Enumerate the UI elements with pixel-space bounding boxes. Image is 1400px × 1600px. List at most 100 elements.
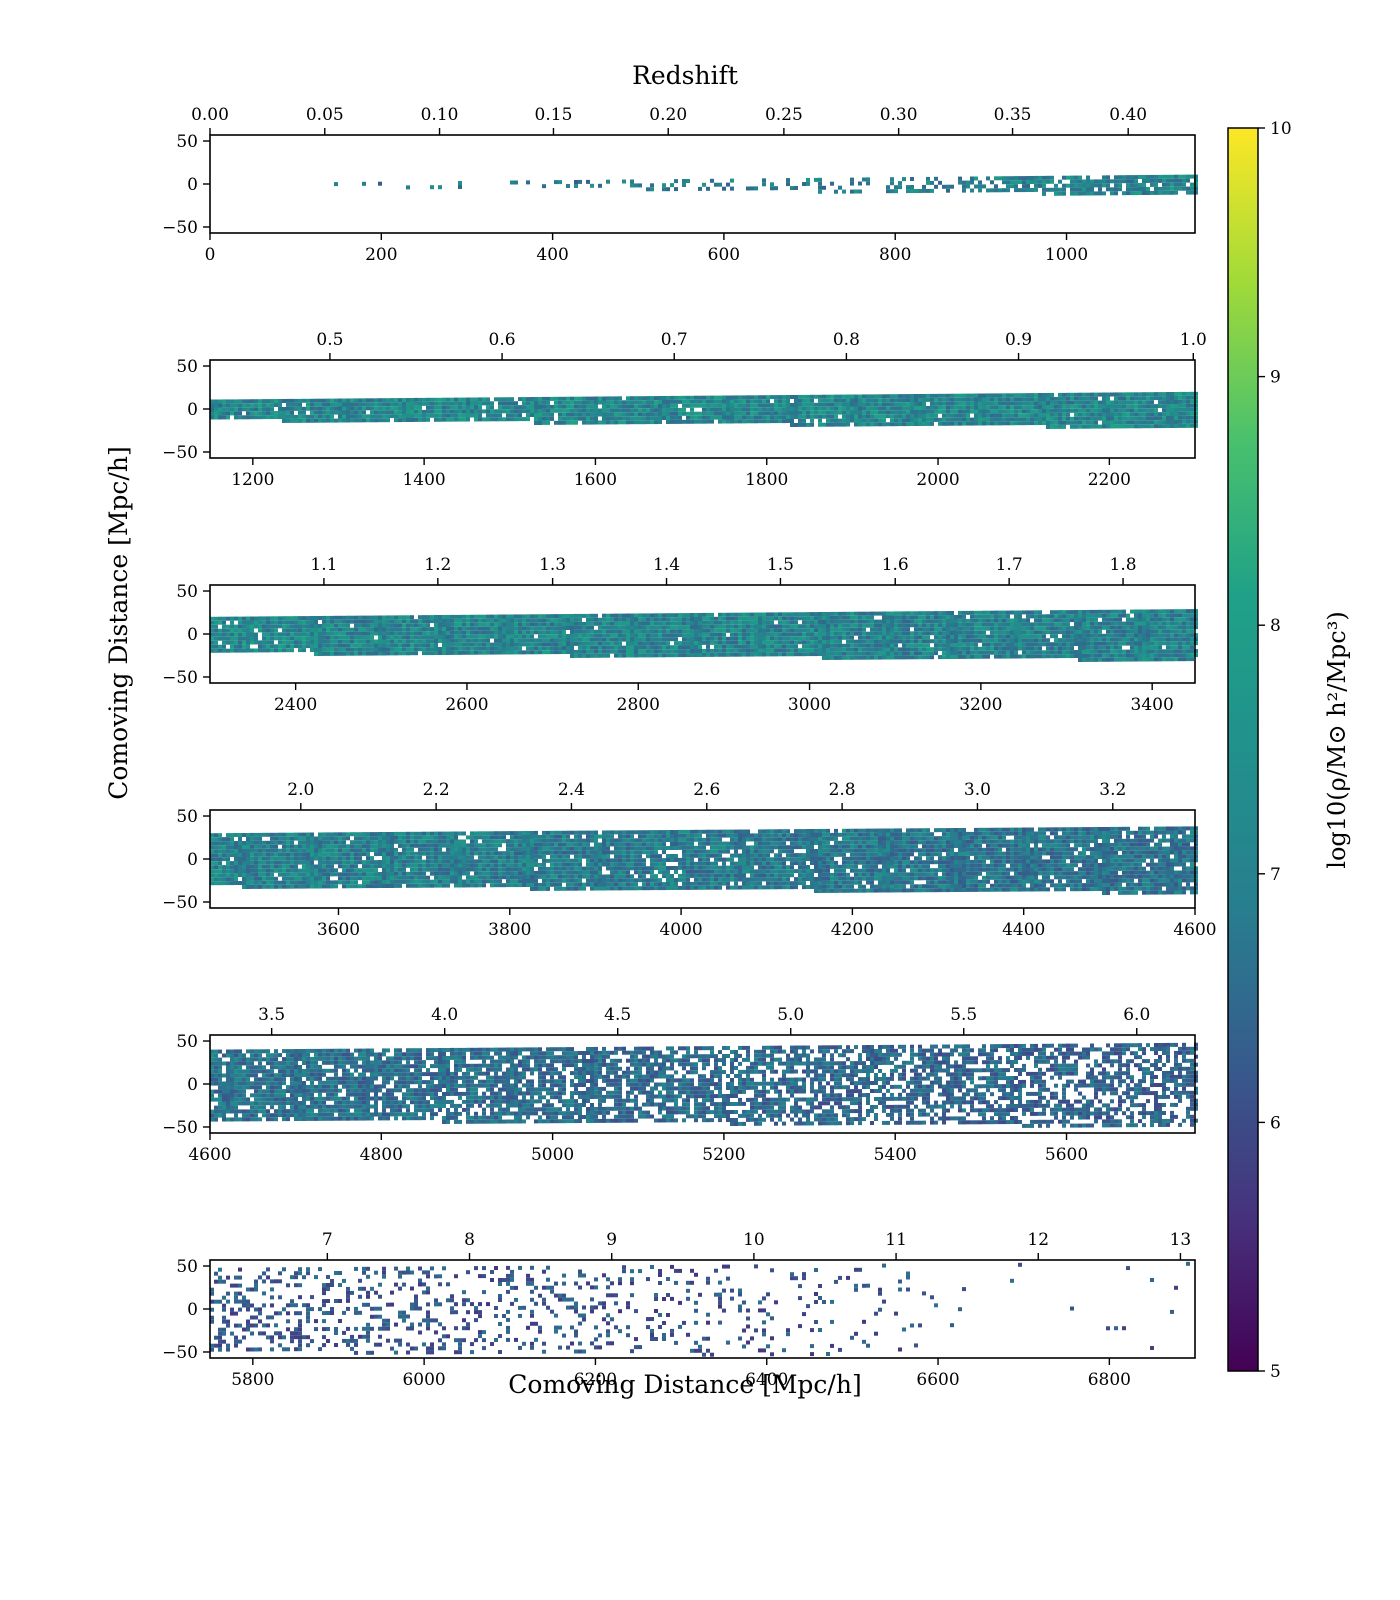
density-cell: [1102, 645, 1106, 650]
density-cell: [710, 640, 714, 645]
density-cell: [1114, 613, 1118, 618]
density-cell: [1074, 638, 1078, 642]
density-cell: [1074, 416, 1078, 421]
density-cell: [674, 637, 678, 642]
density-cell: [322, 647, 326, 652]
density-cell: [374, 623, 378, 628]
density-cell: [582, 625, 586, 630]
density-cell: [366, 619, 370, 624]
density-cell: [1146, 392, 1150, 397]
density-cell: [738, 624, 742, 629]
density-cell: [806, 640, 810, 645]
density-cell: [770, 415, 774, 420]
density-cell: [210, 632, 214, 637]
density-cell: [498, 618, 502, 623]
density-cell: [1042, 393, 1046, 397]
density-cell: [1118, 621, 1122, 626]
density-cell: [1158, 392, 1162, 397]
density-cell: [542, 420, 546, 425]
density-cell: [358, 639, 362, 644]
density-cell: [982, 650, 986, 655]
density-cell: [358, 623, 362, 628]
density-cell: [942, 627, 946, 632]
density-cell: [1134, 613, 1138, 618]
density-cell: [394, 418, 398, 423]
density-cell: [1194, 609, 1198, 614]
density-cell: [578, 416, 582, 421]
density-cell: [954, 619, 958, 623]
density-cell: [1126, 617, 1130, 622]
density-cell: [766, 644, 770, 649]
density-cell: [838, 631, 842, 636]
density-cell: [990, 180, 994, 185]
density-cell: [710, 399, 714, 404]
density-cell: [734, 399, 738, 404]
density-cell: [494, 622, 498, 627]
density-cell: [322, 631, 326, 636]
density-cell: [318, 636, 322, 640]
density-cell: [698, 649, 702, 653]
density-cell: [526, 405, 530, 410]
density-cell: [674, 403, 678, 408]
density-cell: [278, 407, 282, 411]
density-cell: [1178, 617, 1182, 622]
density-cell: [734, 636, 738, 641]
density-cell: [1126, 408, 1130, 413]
density-cell: [326, 631, 330, 636]
density-cell: [502, 401, 506, 406]
density-cell: [1154, 408, 1158, 413]
density-cell: [866, 655, 870, 660]
density-cell: [346, 398, 350, 403]
density-cell: [730, 411, 734, 416]
density-cell: [410, 639, 414, 644]
density-cell: [1046, 654, 1050, 659]
density-cell: [938, 635, 942, 640]
density-cell: [846, 406, 850, 411]
density-cell: [558, 400, 562, 405]
density-cell: [522, 405, 526, 410]
density-cell: [318, 644, 322, 648]
density-cell: [874, 623, 878, 628]
density-cell: [282, 640, 286, 645]
density-cell: [1066, 408, 1070, 413]
density-cell: [986, 646, 990, 651]
density-cell: [650, 637, 654, 642]
density-cell: [290, 644, 294, 649]
density-cell: [510, 417, 514, 422]
density-cell: [1094, 625, 1098, 630]
density-cell: [926, 397, 930, 402]
density-cell: [986, 417, 990, 422]
density-cell: [1150, 392, 1154, 397]
density-cell: [398, 398, 402, 403]
density-cell: [818, 398, 822, 403]
density-cell: [994, 184, 998, 189]
density-cell: [378, 398, 382, 403]
density-cell: [630, 637, 634, 642]
density-cell: [842, 647, 846, 652]
density-cell: [650, 416, 654, 421]
redshift-tick-label: 1.6: [882, 555, 909, 575]
density-cell: [1158, 190, 1162, 195]
density-cell: [1030, 646, 1034, 651]
density-cell: [894, 402, 898, 407]
density-cell: [1110, 179, 1114, 184]
density-cell: [622, 629, 626, 634]
density-cell: [966, 393, 970, 398]
density-cell: [678, 645, 682, 650]
density-cell: [506, 630, 510, 635]
density-cell: [622, 621, 626, 626]
density-cell: [470, 614, 474, 619]
density-cell: [302, 620, 306, 625]
density-cell: [842, 619, 846, 624]
density-cell: [258, 399, 262, 404]
density-cell: [1162, 400, 1166, 405]
density-cell: [966, 405, 970, 410]
density-cell: [906, 639, 910, 644]
density-cell: [974, 417, 978, 422]
density-cell: [666, 187, 670, 192]
density-cell: [238, 881, 242, 885]
density-cell: [214, 877, 218, 882]
density-cell: [694, 399, 698, 404]
density-cell: [246, 845, 250, 849]
density-cell: [966, 409, 970, 414]
